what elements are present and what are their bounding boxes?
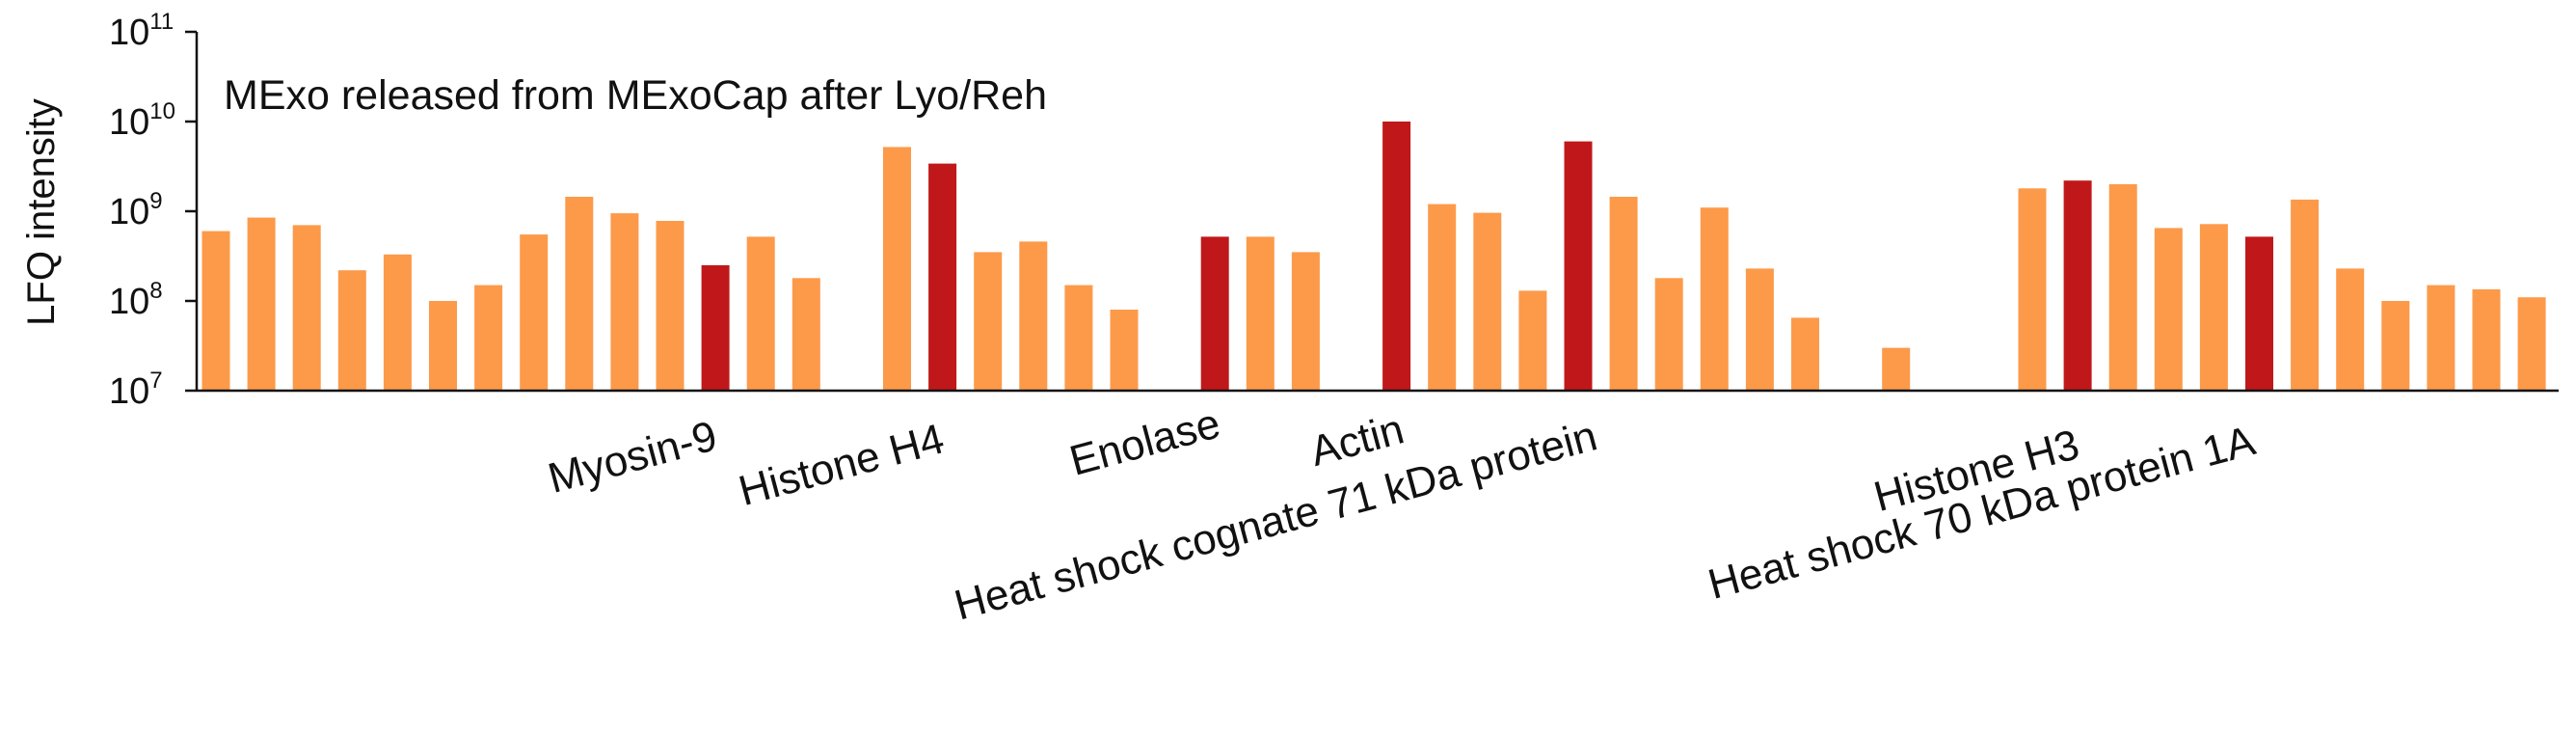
bar	[292, 225, 321, 391]
bar	[1291, 252, 1320, 391]
bar	[2199, 224, 2228, 391]
y-tick-base: 10	[109, 192, 149, 232]
y-tick-base: 10	[109, 102, 149, 143]
bar	[746, 236, 775, 391]
bar	[2336, 268, 2365, 391]
bar	[2472, 288, 2501, 391]
bar	[1428, 204, 1457, 391]
bar	[1019, 241, 1048, 391]
bar	[656, 221, 684, 391]
category-label: Enolase	[1065, 399, 1225, 484]
y-tick-exponent: 8	[149, 278, 162, 304]
y-tick-label: 1010	[109, 98, 175, 143]
bar	[1518, 290, 1547, 391]
bar	[520, 234, 549, 391]
y-tick-exponent: 10	[149, 98, 175, 124]
bar	[2018, 188, 2047, 391]
bar	[2517, 297, 2546, 391]
bar	[1745, 268, 1774, 391]
y-tick-exponent: 9	[149, 188, 162, 214]
bar	[383, 254, 412, 391]
y-tick-base: 10	[109, 371, 149, 412]
bar	[565, 197, 594, 391]
bar	[201, 231, 230, 391]
y-axis-label: LFQ intensity	[20, 98, 63, 326]
category-label: Myosin-9	[544, 412, 722, 503]
bar	[2108, 184, 2137, 391]
bar-highlighted	[2063, 180, 2092, 391]
bar	[474, 285, 503, 391]
y-tick-label: 109	[109, 188, 163, 232]
y-tick-base: 10	[109, 282, 149, 322]
bar	[1609, 197, 1638, 391]
bar	[1246, 236, 1275, 391]
bar	[974, 252, 1003, 391]
bar	[883, 147, 911, 391]
bar	[1473, 212, 1502, 391]
bar	[2381, 301, 2410, 391]
y-tick-exponent: 7	[149, 368, 162, 394]
bar	[1882, 347, 1911, 391]
y-tick-label: 108	[109, 278, 163, 322]
bar	[2427, 285, 2455, 391]
bar-highlighted	[701, 265, 730, 391]
category-label: Histone H4	[734, 415, 949, 515]
y-tick-exponent: 11	[149, 9, 174, 35]
y-tick-label: 107	[109, 368, 163, 412]
category-label: Heat shock cognate 71 kDa protein	[950, 412, 1602, 629]
bar	[429, 301, 457, 391]
bar	[1791, 317, 1819, 391]
bar	[1064, 285, 1093, 391]
bar-highlighted	[1382, 122, 1411, 391]
bar-highlighted	[2245, 236, 2273, 391]
bar-highlighted	[1564, 141, 1593, 391]
bar	[792, 278, 820, 391]
chart-annotation: MExo released from MExoCap after Lyo/Reh	[224, 72, 1047, 119]
bar-group	[201, 122, 2546, 391]
bar	[1110, 310, 1139, 391]
bar	[2154, 228, 2183, 391]
bar	[247, 217, 276, 391]
bar-highlighted	[1200, 236, 1229, 391]
bar	[610, 213, 639, 391]
bar-highlighted	[928, 163, 957, 391]
bar	[1654, 278, 1683, 391]
bar	[337, 270, 366, 391]
y-tick-base: 10	[109, 13, 149, 53]
bar	[1700, 207, 1729, 391]
bar	[2291, 199, 2320, 391]
y-tick-label: 1011	[109, 9, 174, 53]
